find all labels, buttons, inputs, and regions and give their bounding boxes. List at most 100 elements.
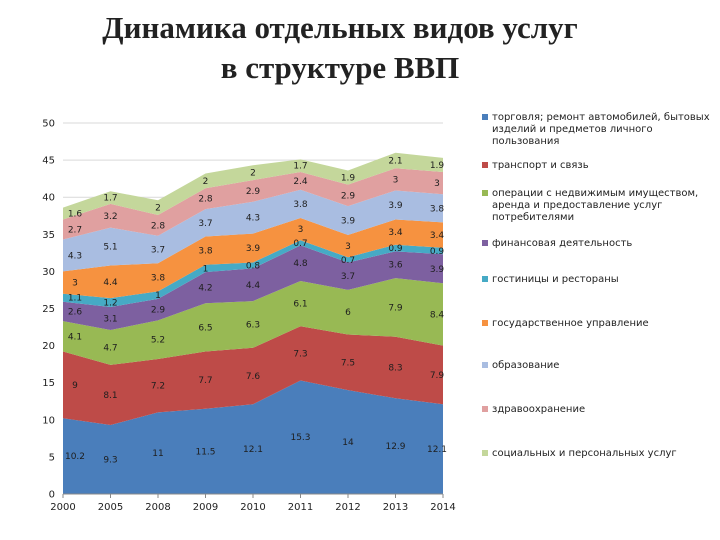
data-label: 3.9 — [246, 244, 261, 254]
y-tick-label: 10 — [42, 415, 55, 426]
legend-item-3: операции с недвижимым имуществом, аренда… — [482, 188, 714, 224]
data-label: 2.1 — [388, 156, 402, 166]
data-label: 5.2 — [151, 336, 165, 346]
data-label: 3.7 — [198, 219, 212, 229]
area-series-6 — [63, 218, 443, 299]
data-label: 7.9 — [430, 371, 445, 381]
data-label: 2.6 — [68, 307, 83, 317]
data-label: 4.7 — [103, 343, 117, 353]
data-label: 9.3 — [103, 455, 117, 465]
data-label: 1 — [203, 264, 209, 274]
legend-item-5: гостиницы и рестораны — [482, 274, 714, 286]
legend-swatch — [482, 276, 488, 282]
data-label: 6.5 — [198, 323, 212, 333]
data-label: 3.7 — [341, 272, 355, 282]
legend-item-4: финансовая деятельность — [482, 238, 714, 250]
data-label: 2 — [155, 204, 161, 214]
data-label: 7.7 — [198, 376, 212, 386]
stacked-area-chart: 0 5 10 15 20 25 30 35 40 45 50 2000 2005 2008 2009 2010… — [42, 119, 455, 514]
legend-swatch — [482, 190, 488, 196]
x-tick-label: 2000 — [50, 502, 75, 513]
data-label: 4.3 — [68, 251, 82, 261]
data-label: 1.6 — [68, 210, 83, 220]
data-label: 2.9 — [341, 191, 356, 201]
legend-swatch — [482, 320, 488, 326]
data-label: 7.6 — [246, 372, 261, 382]
data-label: 0.9 — [430, 247, 445, 257]
data-label: 3 — [393, 175, 399, 185]
data-label: 3.1 — [103, 315, 117, 325]
legend-swatch — [482, 240, 488, 246]
data-label: 3.7 — [151, 246, 165, 256]
data-label: 3.9 — [388, 201, 403, 211]
y-tick-label: 15 — [42, 378, 55, 389]
data-label: 8.3 — [388, 363, 402, 373]
data-label: 11.5 — [195, 447, 215, 457]
area-series-8 — [63, 168, 443, 240]
data-label: 4.2 — [198, 284, 212, 294]
data-label: 2 — [203, 177, 209, 187]
data-label: 6 — [345, 308, 351, 318]
legend-item-9: социальных и персональных услуг — [482, 448, 714, 460]
chart-title: Динамика отдельных видов услуг в структу… — [40, 8, 640, 88]
legend-swatch — [482, 114, 488, 120]
legend-item-6: государственное управление — [482, 318, 714, 330]
x-tick-label: 2013 — [383, 502, 408, 513]
data-label: 12.1 — [427, 445, 447, 455]
area-series-1 — [63, 380, 443, 494]
data-label: 1.9 — [341, 174, 356, 184]
data-label: 4.1 — [68, 332, 82, 342]
x-tick-label: 2011 — [288, 502, 313, 513]
legend-label: торговля; ремонт автомобилей, бытовых из… — [492, 112, 710, 147]
area-series-4 — [63, 245, 443, 330]
x-tick-label: 2012 — [335, 502, 360, 513]
legend-label: транспорт и связь — [492, 160, 589, 171]
legend-label: социальных и персональных услуг — [492, 448, 677, 459]
data-label: 1 — [155, 291, 161, 301]
data-label: 3.8 — [293, 200, 308, 210]
legend-item-8: здравоохранение — [482, 404, 714, 416]
area-series-2 — [63, 326, 443, 425]
data-label: 5.1 — [103, 243, 117, 253]
y-tick-label: 25 — [42, 304, 55, 315]
data-label: 14 — [342, 438, 354, 448]
data-label: 0.9 — [388, 244, 403, 254]
legend-item-7: образование — [482, 360, 714, 372]
data-label: 7.2 — [151, 382, 165, 392]
area-series-3 — [63, 278, 443, 365]
data-label: 1.7 — [103, 194, 117, 204]
data-label: 8.4 — [430, 310, 445, 320]
data-label: 2.4 — [293, 177, 308, 187]
legend-item-1: торговля; ремонт автомобилей, бытовых из… — [482, 112, 714, 148]
data-label: 8.1 — [103, 391, 117, 401]
data-label: 11 — [152, 449, 163, 459]
data-label: 4.8 — [293, 259, 308, 269]
axes: 0 5 10 15 20 25 30 35 40 45 50 2000 2005 2008 2009 2010… — [42, 119, 455, 514]
data-label: 15.3 — [290, 433, 310, 443]
data-label: 10.2 — [65, 452, 85, 462]
data-label: 0.8 — [246, 261, 261, 271]
area-series-5 — [63, 240, 443, 307]
data-label: 3.9 — [430, 265, 445, 275]
legend-label: гостиницы и рестораны — [492, 274, 619, 285]
data-label: 3.8 — [198, 247, 213, 257]
data-label: 2.9 — [246, 187, 261, 197]
data-label: 2.8 — [151, 221, 166, 231]
y-tick-label: 50 — [42, 119, 55, 130]
data-label: 3 — [345, 242, 351, 252]
x-tick-label: 2005 — [98, 502, 123, 513]
y-tick-label: 30 — [42, 267, 55, 278]
area-series — [63, 152, 443, 494]
y-tick-label: 5 — [49, 452, 55, 463]
data-label: 3 — [434, 179, 440, 189]
data-labels: 10.2 9.311 11.5 12.115.3 14 12.9 12.198.17.27.… — [65, 156, 447, 465]
data-label: 1.9 — [430, 161, 445, 171]
data-label: 12.1 — [243, 445, 263, 455]
legend-swatch — [482, 406, 488, 412]
data-label: 2.7 — [68, 225, 82, 235]
y-tick-label: 40 — [42, 193, 55, 204]
data-label: 3.4 — [430, 231, 445, 241]
legend-label: здравоохранение — [492, 404, 586, 415]
title-line-2: в структуре ВВП — [220, 50, 460, 85]
title-line-1: Динамика отдельных видов услуг — [102, 10, 578, 45]
